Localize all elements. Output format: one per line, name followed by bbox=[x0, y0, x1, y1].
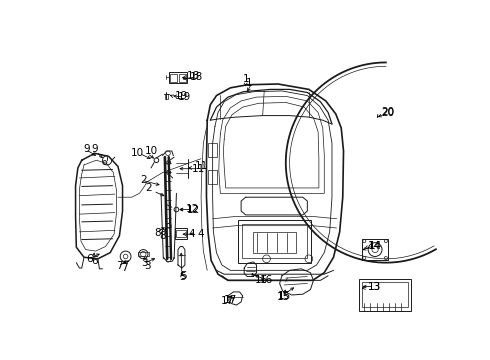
Text: 14: 14 bbox=[369, 241, 382, 251]
Text: 15: 15 bbox=[276, 292, 290, 302]
Text: 17: 17 bbox=[221, 296, 234, 306]
Text: 4: 4 bbox=[197, 229, 204, 239]
Text: 1: 1 bbox=[245, 78, 252, 88]
Bar bbox=[362, 239, 388, 260]
Bar bbox=[208, 170, 217, 184]
Text: 18: 18 bbox=[187, 71, 200, 81]
Text: 5: 5 bbox=[179, 272, 186, 282]
Bar bbox=[138, 252, 149, 256]
Text: 9: 9 bbox=[91, 144, 98, 154]
Bar bbox=[179, 74, 186, 82]
Text: 11: 11 bbox=[192, 164, 205, 174]
Text: 3: 3 bbox=[144, 261, 151, 271]
Text: 5: 5 bbox=[180, 271, 187, 281]
Text: 8: 8 bbox=[154, 228, 161, 238]
Bar bbox=[253, 232, 296, 253]
Text: 13: 13 bbox=[368, 282, 381, 292]
Bar bbox=[208, 143, 217, 157]
Text: 19: 19 bbox=[178, 92, 191, 102]
Text: 4: 4 bbox=[188, 229, 195, 239]
Text: 20: 20 bbox=[381, 108, 394, 117]
Text: 7: 7 bbox=[116, 261, 122, 271]
Text: 8: 8 bbox=[159, 231, 166, 241]
Text: 10: 10 bbox=[131, 148, 144, 158]
Text: 3: 3 bbox=[141, 258, 148, 269]
Text: 14: 14 bbox=[368, 241, 381, 251]
Bar bbox=[176, 230, 186, 237]
Text: 20: 20 bbox=[381, 108, 394, 118]
Text: 16: 16 bbox=[260, 275, 273, 285]
Bar bbox=[242, 224, 307, 258]
Bar bbox=[171, 74, 177, 82]
Text: 6: 6 bbox=[91, 256, 98, 266]
Text: 16: 16 bbox=[255, 275, 268, 285]
Bar bbox=[175, 228, 187, 239]
Text: 13: 13 bbox=[368, 282, 381, 292]
Text: 12: 12 bbox=[187, 204, 200, 215]
Text: 7: 7 bbox=[121, 263, 127, 273]
Text: 1: 1 bbox=[243, 73, 249, 84]
Text: 17: 17 bbox=[224, 295, 238, 305]
Text: 15: 15 bbox=[278, 291, 292, 301]
Text: 6: 6 bbox=[87, 254, 93, 264]
Text: 19: 19 bbox=[175, 91, 188, 101]
Text: 10: 10 bbox=[145, 146, 158, 156]
Bar bbox=[165, 94, 168, 99]
Bar bbox=[169, 72, 187, 83]
Text: 2: 2 bbox=[140, 175, 147, 185]
Text: 2: 2 bbox=[145, 183, 151, 193]
Text: 12: 12 bbox=[186, 204, 199, 214]
Text: 11: 11 bbox=[195, 161, 208, 171]
Bar bbox=[362, 282, 408, 306]
Text: 9: 9 bbox=[84, 144, 90, 154]
Bar bbox=[238, 220, 311, 263]
Text: 18: 18 bbox=[190, 72, 203, 82]
Bar bbox=[359, 279, 411, 311]
